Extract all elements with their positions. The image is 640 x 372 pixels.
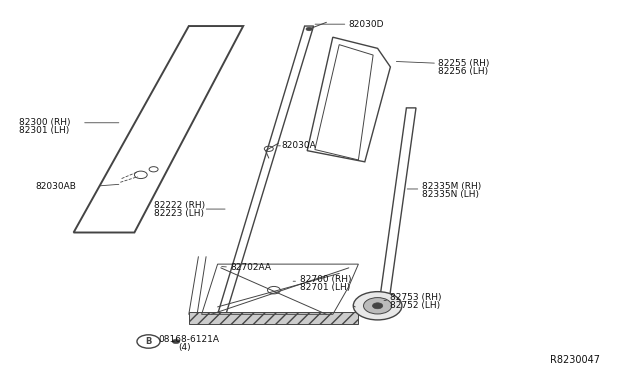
Text: 82301 (LH): 82301 (LH) <box>19 126 70 135</box>
Text: 82030A: 82030A <box>282 141 316 150</box>
Circle shape <box>172 339 180 344</box>
Text: 82223 (LH): 82223 (LH) <box>154 209 204 218</box>
Text: 82700 (RH): 82700 (RH) <box>300 275 351 284</box>
Circle shape <box>364 298 392 314</box>
Text: 82701 (LH): 82701 (LH) <box>300 283 350 292</box>
Text: 08168-6121A: 08168-6121A <box>159 335 220 344</box>
Circle shape <box>306 27 312 31</box>
Text: (4): (4) <box>178 343 191 352</box>
Text: 82753 (RH): 82753 (RH) <box>390 293 442 302</box>
Text: 82256 (LH): 82256 (LH) <box>438 67 488 76</box>
Text: 82702AA: 82702AA <box>230 263 271 272</box>
Text: 82752 (LH): 82752 (LH) <box>390 301 440 310</box>
Text: 82030AB: 82030AB <box>35 182 76 191</box>
Text: 82222 (RH): 82222 (RH) <box>154 201 205 210</box>
Text: 82335M (RH): 82335M (RH) <box>422 182 482 191</box>
Text: B: B <box>145 337 152 346</box>
Circle shape <box>353 292 402 320</box>
Text: R8230047: R8230047 <box>550 355 600 365</box>
Circle shape <box>372 303 383 309</box>
Text: 82255 (RH): 82255 (RH) <box>438 59 490 68</box>
Text: 82030D: 82030D <box>349 20 384 29</box>
Circle shape <box>268 286 280 294</box>
Polygon shape <box>189 312 358 324</box>
Text: 82300 (RH): 82300 (RH) <box>19 118 70 127</box>
Text: 82335N (LH): 82335N (LH) <box>422 190 479 199</box>
